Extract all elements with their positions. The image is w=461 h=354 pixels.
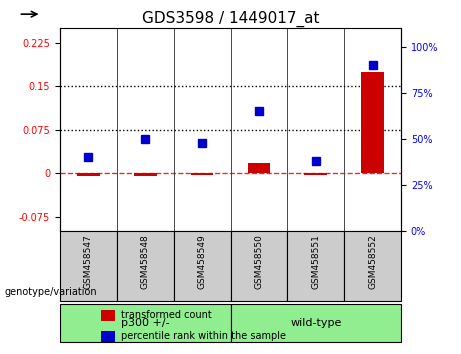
Bar [304,173,327,175]
Bar [191,173,213,175]
Text: GSM458552: GSM458552 [368,235,377,289]
Text: GSM458548: GSM458548 [141,235,150,289]
Bar [361,72,384,173]
FancyBboxPatch shape [117,231,174,301]
Text: GSM458550: GSM458550 [254,235,263,290]
FancyBboxPatch shape [230,304,401,342]
Text: transformed count: transformed count [121,310,212,320]
Text: percentile rank within the sample: percentile rank within the sample [121,331,286,341]
Text: genotype/variation: genotype/variation [5,287,97,297]
Title: GDS3598 / 1449017_at: GDS3598 / 1449017_at [142,11,319,27]
FancyBboxPatch shape [60,231,117,301]
Text: wild-type: wild-type [290,318,342,328]
Bar [248,163,270,173]
Bar [101,331,114,342]
Bar [134,173,157,176]
Text: GSM458547: GSM458547 [84,235,93,289]
Bar [101,310,114,321]
FancyBboxPatch shape [60,304,230,342]
FancyBboxPatch shape [287,231,344,301]
FancyBboxPatch shape [174,231,230,301]
Text: GSM458551: GSM458551 [311,235,320,290]
Text: GSM458549: GSM458549 [198,235,207,289]
Text: p300 +/-: p300 +/- [121,318,170,328]
Bar [77,173,100,176]
FancyBboxPatch shape [230,231,287,301]
FancyBboxPatch shape [344,231,401,301]
